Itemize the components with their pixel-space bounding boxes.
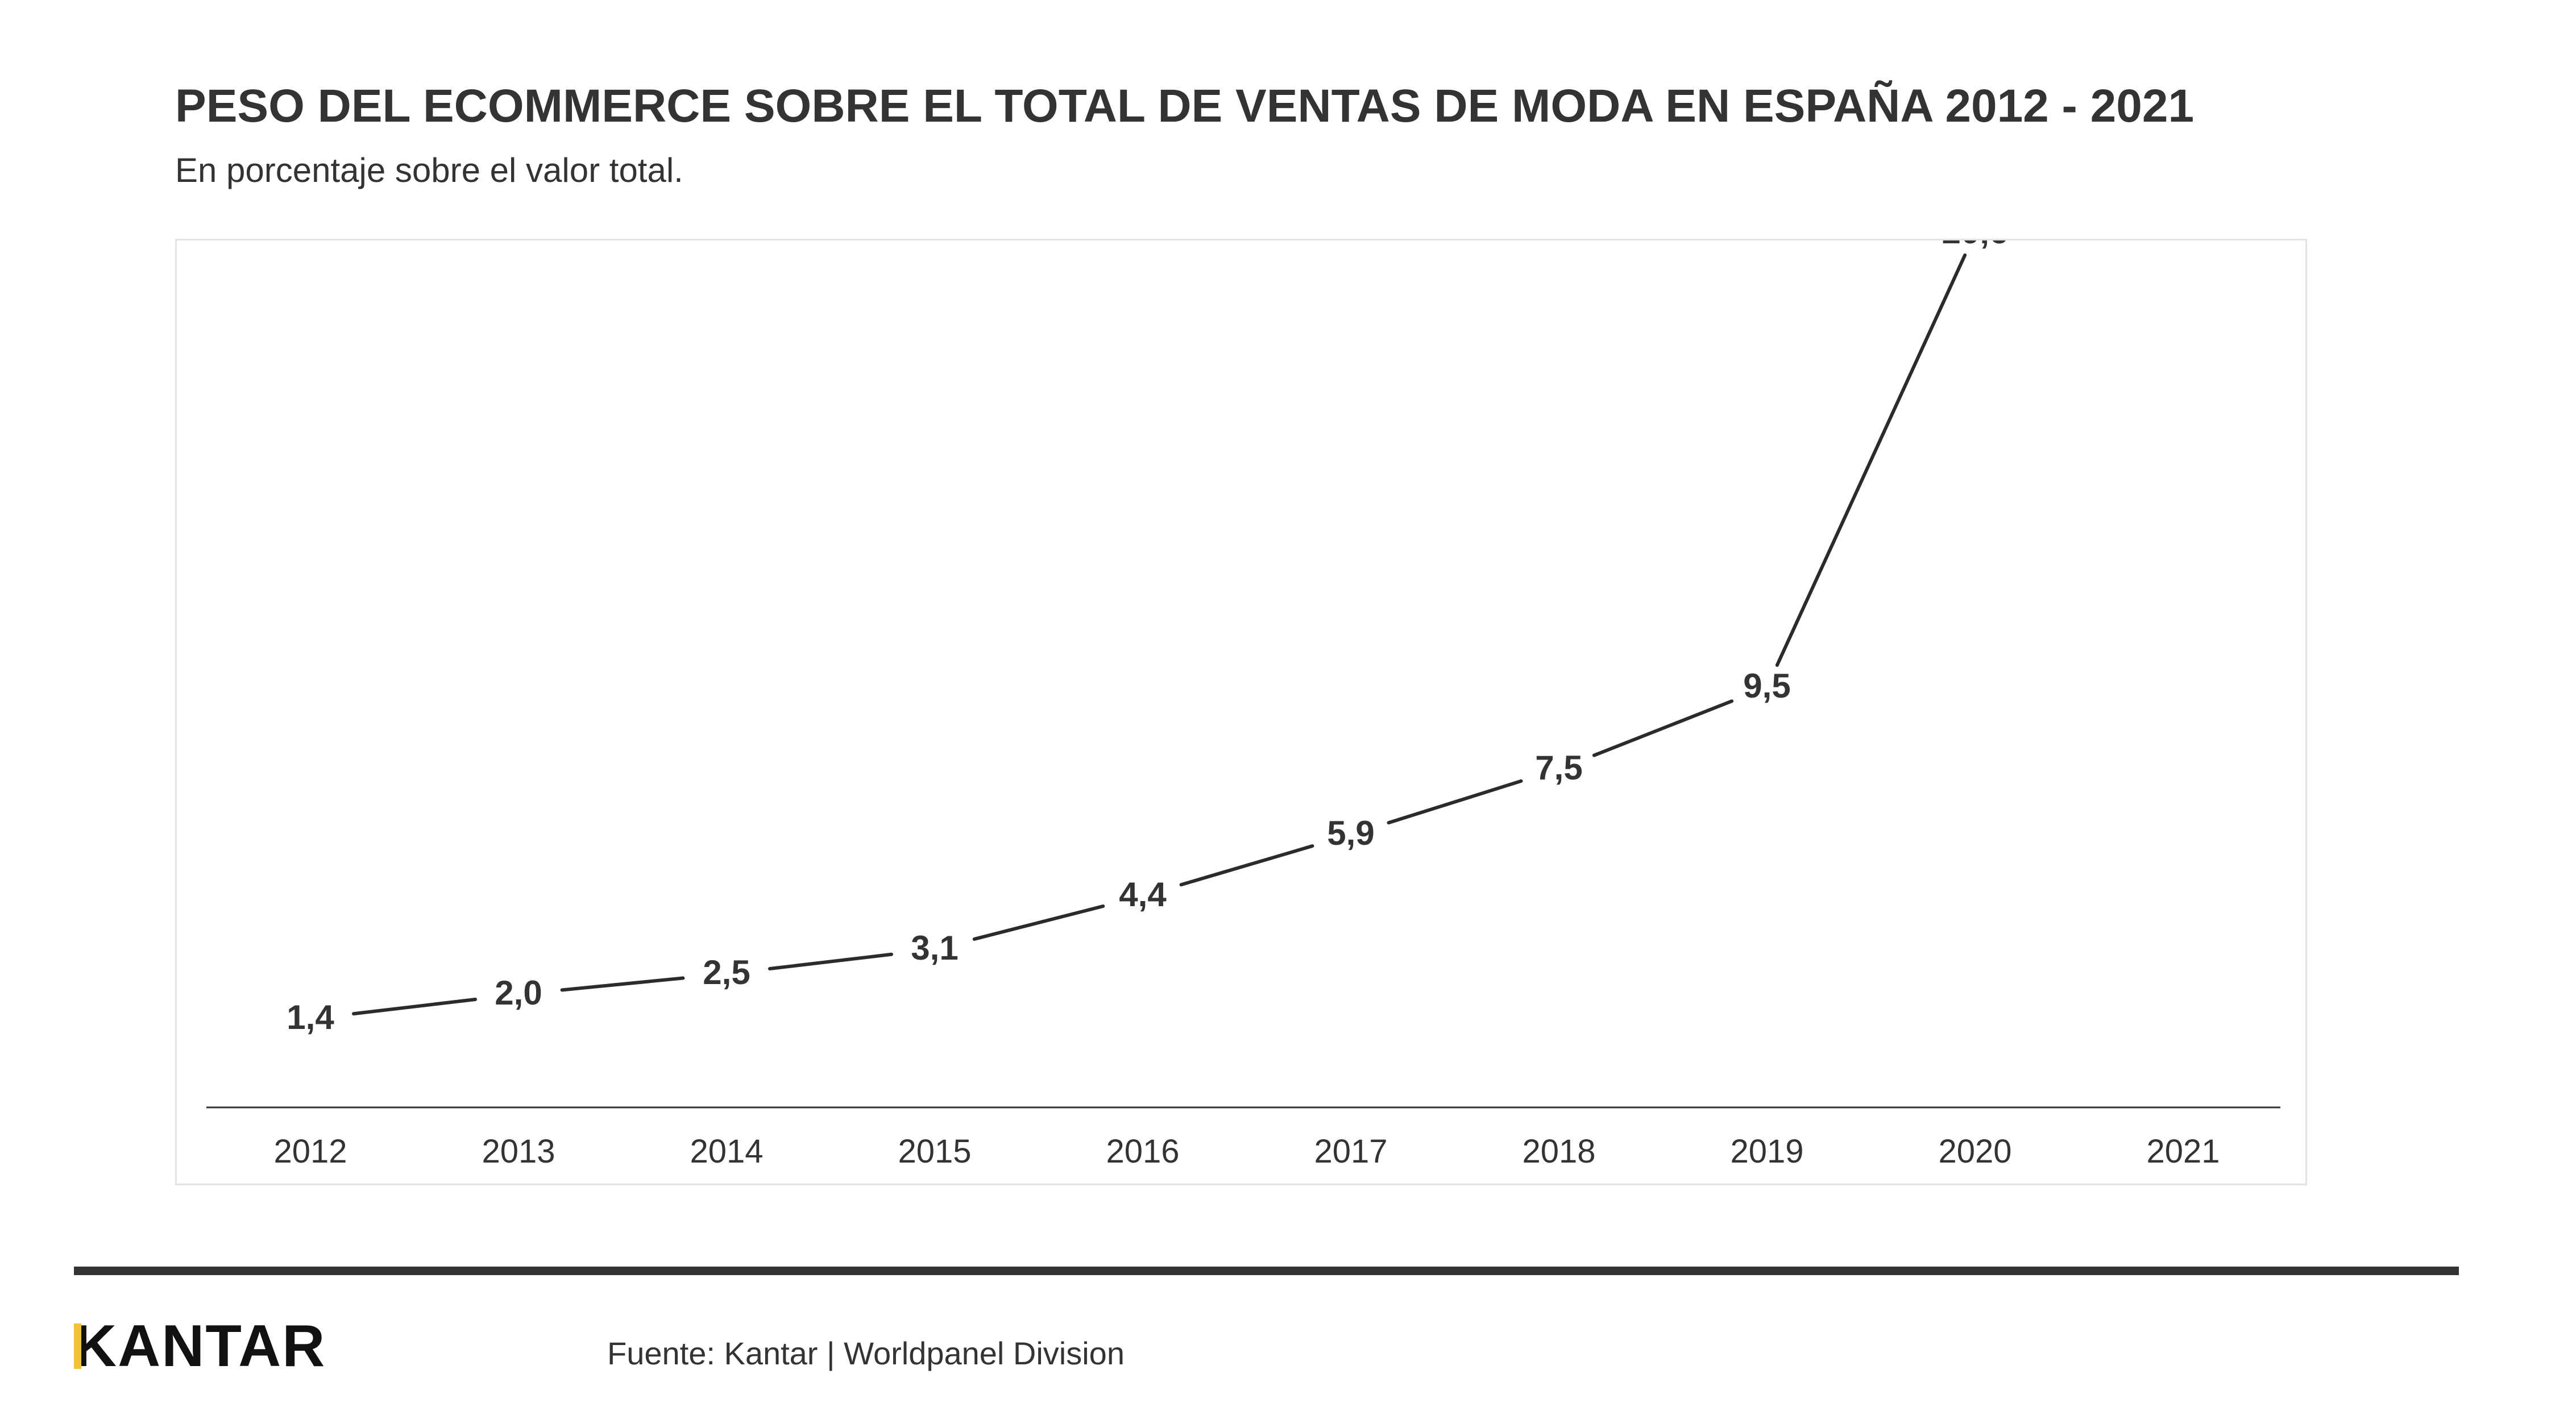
- line-segment-2012-2013: [352, 997, 477, 1016]
- source-note: Fuente: Kantar | Worldpanel Division: [607, 1335, 1125, 1371]
- data-label-2013: 2,0: [495, 974, 542, 1012]
- x-tick-label-2017: 2017: [1314, 1133, 1387, 1170]
- line-segment-2018-2019: [1592, 699, 1734, 757]
- chart-title: PESO DEL ECOMMERCE SOBRE EL TOTAL DE VEN…: [175, 80, 2195, 132]
- x-tick-label-2015: 2015: [898, 1133, 971, 1170]
- data-label-2019: 9,5: [1743, 667, 1790, 705]
- x-tick-label-2020: 2020: [1938, 1133, 2011, 1170]
- line-segment-2016-2017: [1179, 844, 1314, 887]
- data-label-2015: 3,1: [911, 929, 958, 967]
- line-segment-2013-2014: [560, 976, 685, 992]
- x-tick-label-2016: 2016: [1106, 1133, 1179, 1170]
- logo-accent-bar: [74, 1323, 81, 1369]
- data-label-2021: 20,8: [2150, 240, 2217, 242]
- footer-divider: [74, 1267, 2459, 1275]
- line-segment-2014-2015: [768, 952, 893, 971]
- x-tick-label-2012: 2012: [273, 1133, 347, 1170]
- data-label-2020: 20,6: [1942, 240, 2009, 251]
- chart-subtitle: En porcentaje sobre el valor total.: [175, 151, 683, 189]
- line-segment-2015-2016: [972, 904, 1105, 941]
- line-chart: 1,4 2,0 2,5 3,1 4,4 5,9 7,5 9,5 20,6 20,8 2012 2013…: [206, 240, 2280, 1170]
- x-tick-label-2013: 2013: [482, 1133, 555, 1170]
- data-label-2014: 2,5: [703, 953, 750, 991]
- x-tick-label-2019: 2019: [1730, 1133, 1803, 1170]
- x-tick-label-2014: 2014: [690, 1133, 763, 1170]
- data-label-2018: 7,5: [1535, 749, 1582, 787]
- x-tick-label-2021: 2021: [2146, 1133, 2220, 1170]
- data-label-2012: 1,4: [287, 998, 334, 1036]
- logo-text: KANTAR: [74, 1313, 326, 1379]
- data-label-2017: 5,9: [1327, 814, 1374, 852]
- line-segment-2019-2020: [1775, 253, 1967, 667]
- data-label-2016: 4,4: [1119, 875, 1167, 914]
- line-segment-2017-2018: [1387, 779, 1523, 825]
- chart-frame: 1,4 2,0 2,5 3,1 4,4 5,9 7,5 9,5 20,6 20,8 2012 2013…: [175, 239, 2307, 1185]
- x-tick-label-2018: 2018: [1522, 1133, 1595, 1170]
